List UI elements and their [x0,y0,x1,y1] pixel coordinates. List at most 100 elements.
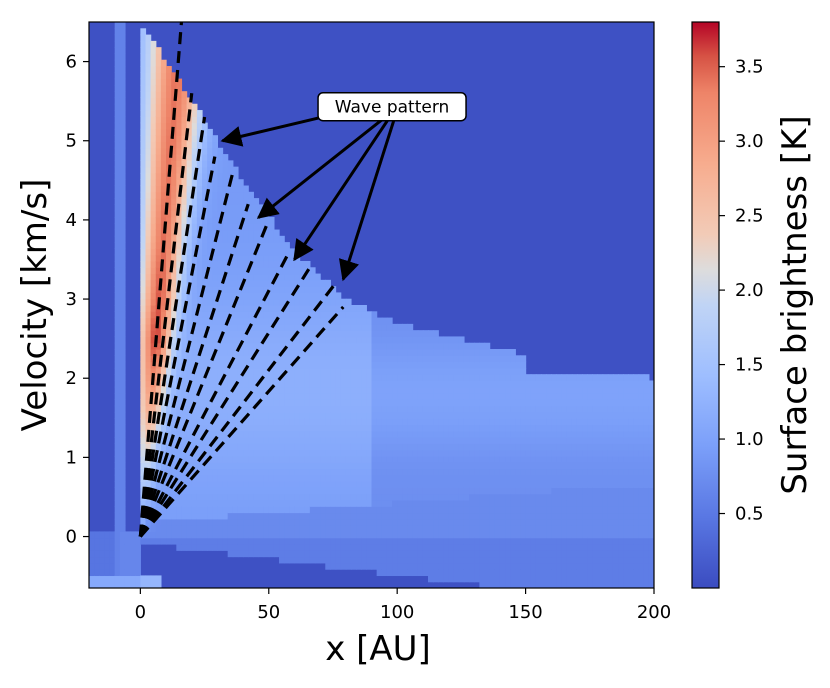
heatmap-cell [114,72,121,80]
heatmap-cell [407,411,414,419]
heatmap-cell [412,411,419,419]
heatmap-cell [114,474,121,482]
heatmap-cell [237,537,244,545]
heatmap-cell [407,569,414,577]
heatmap-cell [222,518,229,526]
heatmap-cell [248,374,254,382]
heatmap-cell [546,474,552,482]
heatmap-cell [217,323,224,331]
heatmap-cell [330,531,337,539]
heatmap-cell [484,543,491,551]
heatmap-cell [243,393,249,400]
heatmap-cell [510,518,516,526]
heatmap-cell [561,430,568,438]
heatmap-cell [546,543,552,551]
heatmap-cell [515,518,522,526]
heatmap-cell [181,323,188,331]
heatmap-cell [171,273,177,281]
heatmap-cell [535,437,542,444]
heatmap-cell [181,122,188,130]
heatmap-cell [576,481,583,488]
heatmap-cell [160,198,167,205]
heatmap-cell [602,418,609,426]
heatmap-cell [412,374,419,382]
heatmap-cell [345,562,352,570]
heatmap-cell [258,430,265,438]
heatmap-cell [181,141,188,149]
heatmap-cell [345,449,352,457]
heatmap-cell [335,323,342,331]
heatmap-cell [315,273,321,281]
heatmap-cell [186,223,193,231]
heatmap-cell [330,493,337,501]
heatmap-cell [263,260,270,268]
heatmap-cell [325,443,332,451]
heatmap-cell [561,512,568,520]
heatmap-cell [443,556,450,564]
heatmap-cell [140,273,147,281]
heatmap-cell [417,443,424,451]
heatmap-cell [484,575,491,583]
heatmap-cell [315,430,321,438]
heatmap-cell [176,543,183,551]
heatmap-cell [155,267,162,275]
heatmap-cell [633,581,640,588]
heatmap-cell [499,575,506,583]
heatmap-cell [253,443,260,451]
heatmap-cell [227,499,234,507]
heatmap-cell [140,342,147,350]
heatmap-cell [160,204,167,212]
heatmap-cell [535,380,542,388]
heatmap-cell [114,179,121,187]
heatmap-cell [489,518,496,526]
heatmap-cell [417,405,424,413]
heatmap-cell [232,311,239,319]
heatmap-cell [648,393,654,400]
heatmap-cell [643,455,650,463]
heatmap-cell [160,506,167,514]
heatmap-cell [623,462,629,470]
heatmap-cell [253,468,260,476]
heatmap-cell [294,531,301,539]
heatmap-cell [304,279,311,287]
heatmap-cell [433,525,439,532]
heatmap-cell [340,437,347,444]
heatmap-cell [212,185,219,193]
heatmap-cell [392,430,398,438]
heatmap-cell [248,242,254,249]
heatmap-cell [284,305,290,312]
heatmap-cell [294,311,301,319]
heatmap-cell [166,531,172,539]
heatmap-cell [356,437,362,444]
heatmap-cell [114,506,121,514]
heatmap-cell [150,128,157,136]
heatmap-cell [551,581,558,588]
heatmap-cell [299,531,306,539]
heatmap-cell [222,254,229,262]
heatmap-cell [386,317,393,325]
heatmap-cell [340,499,347,507]
heatmap-cell [612,550,619,558]
heatmap-cell [207,355,213,363]
heatmap-cell [505,386,511,394]
heatmap-cell [587,374,593,382]
heatmap-cell [484,405,491,413]
heatmap-cell [279,512,285,520]
heatmap-cell [463,399,470,407]
heatmap-cell [602,550,609,558]
heatmap-cell [304,493,311,501]
heatmap-cell [361,342,367,350]
heatmap-cell [207,399,213,407]
heatmap-cell [166,103,172,111]
heatmap-cell [535,374,542,382]
heatmap-cell [428,386,434,394]
heatmap-cell [150,248,157,256]
heatmap-cell [479,537,486,545]
heatmap-cell [320,481,326,488]
heatmap-cell [376,525,383,532]
colorbar-tick-label: 0.5 [735,504,764,525]
heatmap-cell [484,449,491,457]
heatmap-cell [315,437,321,444]
heatmap-cell [145,537,152,545]
heatmap-cell [263,449,270,457]
